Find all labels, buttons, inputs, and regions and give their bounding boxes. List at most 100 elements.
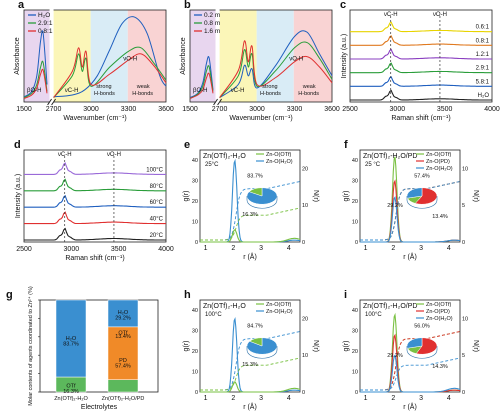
marker-label: νC-H xyxy=(384,12,398,18)
y-tick-label: 20 xyxy=(352,199,358,205)
y-tick-label: 40 xyxy=(352,308,358,314)
legend-label: Zn-O(PD) xyxy=(426,309,450,315)
x-axis-label: Raman shift (cm⁻¹) xyxy=(65,255,124,262)
y-tick-label: 0 xyxy=(355,240,358,246)
series-label: 100°C xyxy=(146,167,163,173)
panel-letter: b xyxy=(184,0,191,11)
panel-i: i 0 10 20 30 40 0 5 10 1 2 3 4 r (Å) g(r) N(r) Zn(OTf)₂-… xyxy=(343,289,479,411)
x-tick-label: 3 xyxy=(419,245,423,252)
x-tick-label: 2700 xyxy=(46,106,62,113)
annotation: νC-H xyxy=(65,88,79,94)
panel-a: a 1500 2700 3000 3300 3600 Wavenumber (cm⁻¹) Ab… xyxy=(14,0,174,122)
x-tick-label: 3 xyxy=(259,245,263,252)
rdf-line xyxy=(360,179,461,243)
marker-label: νO-H xyxy=(433,12,447,18)
annotation: H-bonds xyxy=(298,91,319,97)
panel-letter: g xyxy=(6,289,13,301)
x-axis-label: r (Å) xyxy=(243,252,257,261)
series-line xyxy=(24,178,166,192)
pie-slice xyxy=(414,187,438,205)
x-tick-label: 4 xyxy=(287,245,291,252)
x-tick-label: 2500 xyxy=(342,106,358,113)
series-label: 0.8:1 xyxy=(476,38,490,44)
x-tick-label: 1 xyxy=(204,245,208,252)
plot-subtitle: 25°C xyxy=(205,162,219,168)
panel-b: b 1500 2700 3000 3300 3600 Wavenumber (cm⁻¹) Ab… xyxy=(180,0,340,122)
legend-label: Zn-O(H₂O) xyxy=(266,159,293,165)
legend-label: Zn-O(H₂O) xyxy=(426,166,453,172)
series-line xyxy=(23,60,48,99)
annotation: H-bonds xyxy=(94,91,115,97)
y2-tick-label: 0 xyxy=(462,390,465,396)
panel-letter: c xyxy=(340,0,346,11)
series-line xyxy=(189,65,214,99)
coordination-number-line xyxy=(360,181,461,241)
axis-break-mark xyxy=(213,98,218,106)
legend-label: Zn-O(OTf) xyxy=(426,302,452,308)
pie-label: 16.3% xyxy=(242,212,258,218)
bar-label: OTf xyxy=(118,330,128,336)
x-tick-label: 3 xyxy=(419,395,423,402)
legend-label: Zn-O(PD) xyxy=(426,159,450,165)
pie-depth xyxy=(406,346,438,359)
series-line xyxy=(350,62,492,74)
y-axis-label: g(r) xyxy=(183,191,190,202)
series-label: 1.2:1 xyxy=(476,52,490,58)
bar-label: H₂O xyxy=(66,336,77,342)
x-tick-label: 1 xyxy=(364,245,368,252)
x-tick-label: 3300 xyxy=(121,106,137,113)
series-line xyxy=(23,68,48,99)
plot-title: Zn(OTf)₂-H₂O xyxy=(203,303,246,310)
pie-slice xyxy=(406,337,423,349)
pie-label: 56.0% xyxy=(414,324,430,330)
y-axis-label: Molar contents of agents coordinated to … xyxy=(27,286,34,406)
x-tick-label: 4000 xyxy=(158,246,174,253)
axis-break-mark xyxy=(47,98,52,106)
series-line xyxy=(219,41,333,98)
x-axis-label: Raman shift (cm⁻¹) xyxy=(391,115,450,122)
x-tick-label: 2700 xyxy=(212,106,228,113)
coordination-number-line xyxy=(360,357,461,391)
coordination-number-line xyxy=(200,181,301,241)
x-tick-label: 3000 xyxy=(249,106,265,113)
region-band xyxy=(293,10,332,102)
y-tick-label: 10 xyxy=(352,370,358,376)
x-tick-label: 4 xyxy=(447,245,451,252)
y-tick-label: 20 xyxy=(192,199,198,205)
pie-label: 13.4% xyxy=(432,214,448,220)
x-tick-label: 2 xyxy=(231,395,235,402)
coordination-number-line xyxy=(360,331,461,391)
series-label: 40°C xyxy=(150,217,164,223)
x-tick-label: 2500 xyxy=(16,246,32,253)
y-axis-label: Absorbance xyxy=(14,37,21,74)
pie-depth xyxy=(406,196,438,209)
bar-label: OTf xyxy=(66,384,76,390)
series-line xyxy=(53,16,167,98)
annotation: weak xyxy=(136,84,150,90)
y-tick-label: 40 xyxy=(352,158,358,164)
bar-segment xyxy=(107,326,139,380)
marker-label: νO-H xyxy=(107,152,121,158)
series-line xyxy=(53,46,167,98)
panel-h: h 0 10 20 30 40 0 10 20 1 2 3 4 r (Å) g(r) N(r) Zn(OTf)₂… xyxy=(183,289,319,411)
legend-label: Zn-O(H₂O) xyxy=(266,309,293,315)
bar-label: H₂O xyxy=(118,310,129,316)
legend-label: 0.2 m xyxy=(204,12,220,19)
pie-slice xyxy=(406,187,423,199)
legend-label: Zn-O(H₂O) xyxy=(426,316,453,322)
x-tick-label: 3600 xyxy=(158,106,174,113)
x-tick-label: 1500 xyxy=(16,106,32,113)
panel-letter: d xyxy=(14,139,21,151)
x-tick-label: 1 xyxy=(204,395,208,402)
series-line xyxy=(219,30,333,99)
plot-title: Zn(OTf)₂-H₂O xyxy=(203,153,246,160)
panel-letter: h xyxy=(184,289,191,301)
series-line xyxy=(23,30,48,98)
coordination-number-line xyxy=(360,331,461,391)
y-tick-label: 10 xyxy=(352,220,358,226)
panel-c: c 0.6:1 0.8:1 1.2:1 2.9:1 5.8:1 H₂O νC-H νO-H 250… xyxy=(340,0,500,122)
plot-frame xyxy=(23,9,167,103)
axis-break xyxy=(215,9,220,103)
marker-label: νC-H xyxy=(58,152,72,158)
panel-d: d 100°C 80°C 60°C 40°C 20°C νC-H νO-H 2500 3000 35… xyxy=(14,139,174,262)
